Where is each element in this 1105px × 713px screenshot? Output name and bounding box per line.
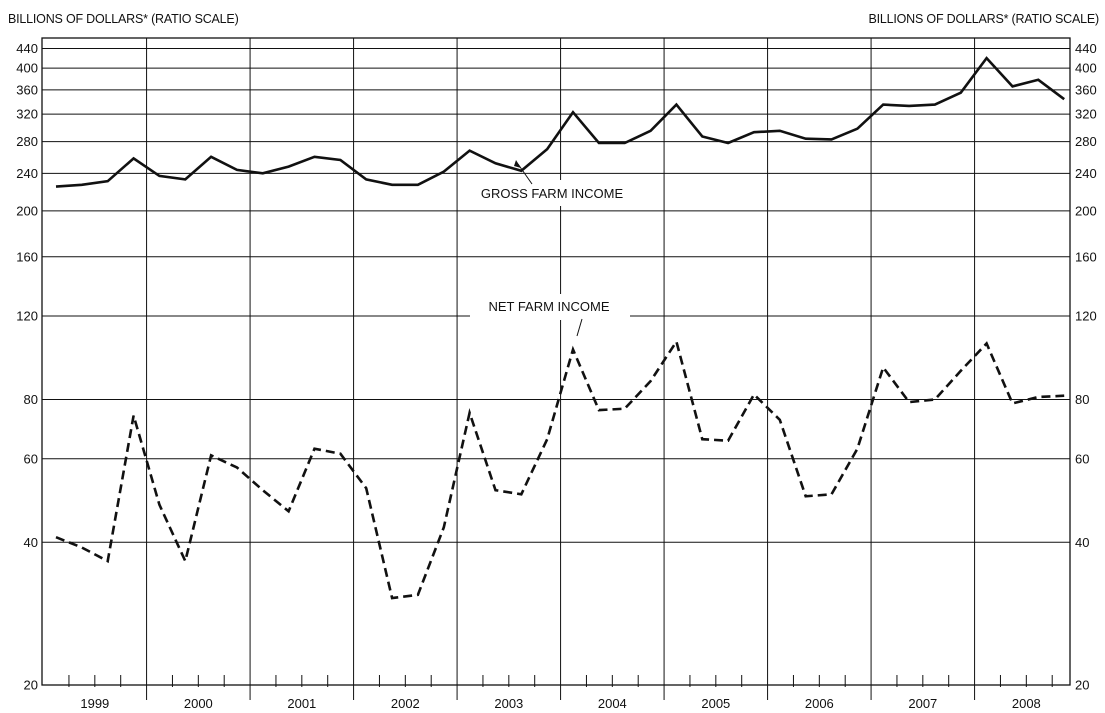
net-label-background <box>470 294 630 320</box>
y-tick-label-left: 40 <box>24 535 38 550</box>
right-axis-unit-label: BILLIONS OF DOLLARS* (RATIO SCALE) <box>868 12 1099 26</box>
y-tick-label-right: 200 <box>1075 203 1097 218</box>
y-tick-label-left: 60 <box>24 451 38 466</box>
y-tick-label-left: 440 <box>16 41 38 56</box>
x-tick-label-year: 2008 <box>1012 696 1041 711</box>
y-tick-label-left: 120 <box>16 309 38 324</box>
y-tick-label-left: 200 <box>16 203 38 218</box>
y-tick-label-left: 160 <box>16 249 38 264</box>
x-tick-label-year: 2000 <box>184 696 213 711</box>
gross-label-background <box>466 180 641 206</box>
y-tick-label-right: 20 <box>1075 678 1089 693</box>
left-axis-unit-label: BILLIONS OF DOLLARS* (RATIO SCALE) <box>8 12 239 26</box>
y-tick-label-right: 320 <box>1075 107 1097 122</box>
y-tick-label-right: 80 <box>1075 392 1089 407</box>
y-tick-label-right: 40 <box>1075 535 1089 550</box>
x-tick-label-year: 2007 <box>908 696 937 711</box>
net-label-arrow-shaft <box>576 318 583 337</box>
y-tick-label-left: 20 <box>24 678 38 693</box>
y-tick-label-right: 240 <box>1075 166 1097 181</box>
x-tick-label-year: 2003 <box>494 696 523 711</box>
y-tick-label-left: 80 <box>24 392 38 407</box>
y-tick-label-right: 160 <box>1075 249 1097 264</box>
x-tick-label-year: 1999 <box>80 696 109 711</box>
x-tick-label-year: 2005 <box>701 696 730 711</box>
x-tick-label-year: 2004 <box>598 696 627 711</box>
y-tick-label-right: 440 <box>1075 41 1097 56</box>
y-tick-label-left: 240 <box>16 166 38 181</box>
x-tick-label-year: 2001 <box>287 696 316 711</box>
y-tick-label-right: 360 <box>1075 82 1097 97</box>
y-tick-label-right: 120 <box>1075 309 1097 324</box>
y-tick-label-left: 280 <box>16 134 38 149</box>
y-tick-label-right: 60 <box>1075 451 1089 466</box>
plot-frame <box>41 37 1071 686</box>
gross-farm-income-line <box>55 56 1065 188</box>
net-farm-income-line <box>55 338 1065 600</box>
y-tick-label-right: 280 <box>1075 134 1097 149</box>
y-tick-label-right: 400 <box>1075 61 1097 76</box>
gross-label-arrowhead <box>514 160 521 168</box>
y-tick-label-left: 320 <box>16 107 38 122</box>
net-farm-income-label: NET FARM INCOME <box>488 299 609 314</box>
y-tick-label-left: 400 <box>16 61 38 76</box>
gross-farm-income-label: GROSS FARM INCOME <box>481 186 624 201</box>
x-tick-label-year: 2002 <box>391 696 420 711</box>
x-tick-label-year: 2006 <box>805 696 834 711</box>
y-tick-label-left: 360 <box>16 82 38 97</box>
